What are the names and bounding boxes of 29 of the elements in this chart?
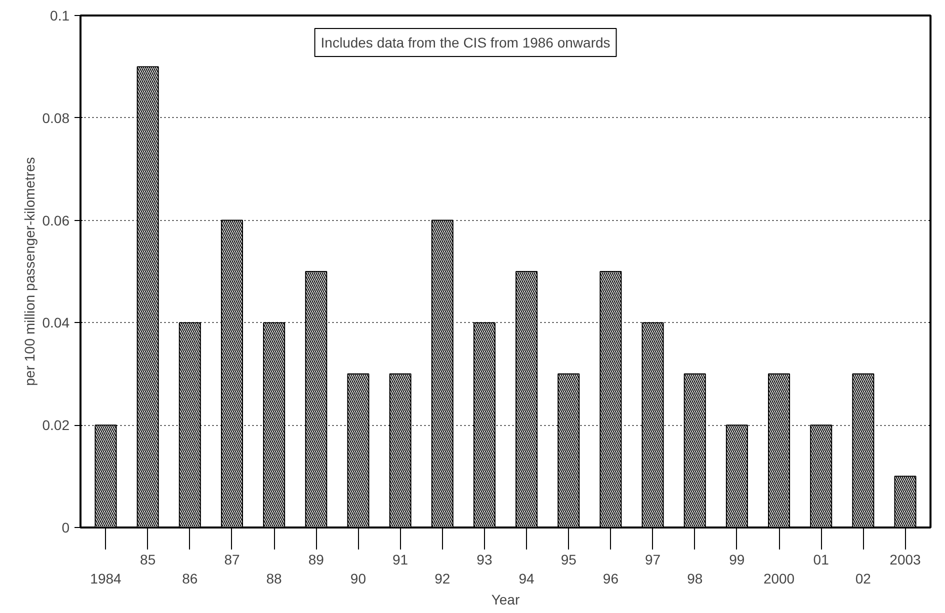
x-axis-title: Year xyxy=(491,592,520,608)
x-tick-label: 01 xyxy=(813,552,830,568)
y-tick-label: 0.06 xyxy=(42,212,70,228)
x-tick-label: 87 xyxy=(224,552,240,568)
x-tick-label: 92 xyxy=(434,570,450,587)
x-tick-label: 91 xyxy=(392,552,408,568)
x-tick-label: 90 xyxy=(350,570,366,587)
x-tick-label: 2000 xyxy=(763,570,795,587)
y-tick-label: 0.08 xyxy=(42,110,70,126)
x-tick-label: 2003 xyxy=(890,552,922,568)
y-tick-label: 0.02 xyxy=(42,417,70,434)
x-tick-label: 96 xyxy=(602,570,619,587)
y-tick-label: 0.04 xyxy=(42,314,70,331)
y-axis-title: per 100 million passenger-kilometres xyxy=(21,157,38,386)
x-tick-label: 88 xyxy=(266,570,282,587)
x-tick-label: 95 xyxy=(560,552,577,568)
x-tick-label: 93 xyxy=(476,552,492,568)
x-tick-label: 97 xyxy=(644,552,661,568)
y-tick-label: 0.1 xyxy=(50,8,70,24)
x-tick-label: 99 xyxy=(729,552,745,568)
x-tick-label: 1984 xyxy=(90,570,122,587)
y-tick-label: 0 xyxy=(62,520,70,536)
x-tick-label: 98 xyxy=(687,570,703,587)
x-tick-label: 89 xyxy=(308,552,324,568)
x-tick-label: 02 xyxy=(855,570,872,587)
x-tick-label: 85 xyxy=(140,552,156,568)
x-tick-label: 94 xyxy=(518,570,535,587)
x-tick-label: 86 xyxy=(182,570,198,587)
annotation: Includes data from the CIS from 1986 onwards xyxy=(320,34,610,50)
